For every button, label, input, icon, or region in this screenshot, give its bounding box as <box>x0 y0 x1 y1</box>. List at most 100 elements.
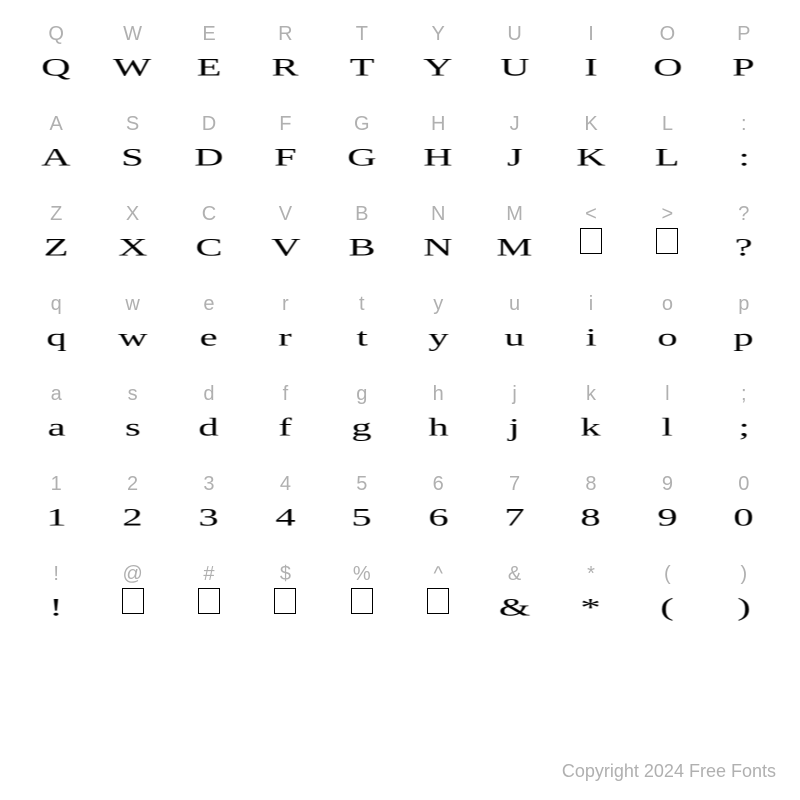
char-label: # <box>203 560 214 588</box>
char-glyph: T <box>349 51 374 85</box>
char-glyph: D <box>194 141 223 175</box>
char-glyph: L <box>655 141 680 175</box>
char-glyph: F <box>274 141 297 175</box>
specimen-cell: GG <box>324 110 400 200</box>
char-label: T <box>356 20 368 48</box>
char-glyph: W <box>113 51 151 85</box>
char-glyph: P <box>733 51 756 85</box>
char-glyph: : <box>738 141 749 175</box>
specimen-cell: 22 <box>94 470 170 560</box>
char-glyph: ( <box>661 591 675 625</box>
char-label: U <box>507 20 521 48</box>
char-label: 7 <box>509 470 520 498</box>
specimen-cell: $ <box>247 560 323 650</box>
specimen-cell: rr <box>247 290 323 380</box>
char-label: Z <box>50 200 62 228</box>
char-glyph: H <box>424 141 453 175</box>
specimen-cell: QQ <box>18 20 94 110</box>
char-glyph: E <box>197 51 222 85</box>
char-label: ? <box>738 200 749 228</box>
char-label: 8 <box>585 470 596 498</box>
specimen-cell: XX <box>94 200 170 290</box>
char-label: 1 <box>51 470 62 498</box>
specimen-cell: )) <box>706 560 782 650</box>
specimen-cell: ?? <box>706 200 782 290</box>
specimen-cell: ff <box>247 380 323 470</box>
char-glyph: o <box>657 321 677 355</box>
char-glyph: K <box>576 141 605 175</box>
specimen-cell: EE <box>171 20 247 110</box>
char-label: A <box>50 110 63 138</box>
specimen-cell: 33 <box>171 470 247 560</box>
char-label: F <box>279 110 291 138</box>
char-label: > <box>662 200 674 228</box>
char-label: Y <box>432 20 445 48</box>
char-label: G <box>354 110 370 138</box>
specimen-cell: TT <box>324 20 400 110</box>
specimen-cell: hh <box>400 380 476 470</box>
char-glyph: ; <box>738 411 749 445</box>
char-label: D <box>202 110 216 138</box>
char-glyph: 2 <box>122 501 142 535</box>
char-label: e <box>203 290 214 318</box>
char-label: S <box>126 110 139 138</box>
char-glyph: h <box>428 411 448 445</box>
char-glyph: i <box>585 321 596 355</box>
char-label: 9 <box>662 470 673 498</box>
char-label: R <box>278 20 292 48</box>
char-label: M <box>506 200 523 228</box>
char-label: % <box>353 560 371 588</box>
char-glyph: e <box>200 321 218 355</box>
char-glyph: j <box>509 411 520 445</box>
specimen-cell: gg <box>324 380 400 470</box>
missing-glyph-box <box>198 588 220 614</box>
char-label: : <box>741 110 747 138</box>
char-glyph: M <box>497 231 533 265</box>
specimen-cell: CC <box>171 200 247 290</box>
char-glyph: J <box>507 141 523 175</box>
char-glyph: B <box>348 231 375 265</box>
char-glyph: ! <box>49 591 63 625</box>
char-label: J <box>510 110 520 138</box>
specimen-cell: yy <box>400 290 476 380</box>
char-glyph: Y <box>424 51 453 85</box>
char-label: q <box>51 290 62 318</box>
char-glyph: 8 <box>581 501 601 535</box>
specimen-cell: ll <box>629 380 705 470</box>
char-label: 0 <box>738 470 749 498</box>
char-glyph: Q <box>42 51 71 85</box>
specimen-cell: kk <box>553 380 629 470</box>
char-label: i <box>589 290 593 318</box>
char-label: j <box>512 380 516 408</box>
specimen-cell: ii <box>553 290 629 380</box>
specimen-cell: LL <box>629 110 705 200</box>
char-glyph: 7 <box>504 501 524 535</box>
char-label: 4 <box>280 470 291 498</box>
char-glyph: X <box>118 231 147 265</box>
char-glyph: s <box>125 411 141 445</box>
specimen-cell: !! <box>18 560 94 650</box>
char-label: 3 <box>203 470 214 498</box>
char-glyph: k <box>581 411 601 445</box>
specimen-cell: II <box>553 20 629 110</box>
specimen-cell: (( <box>629 560 705 650</box>
char-label: 6 <box>433 470 444 498</box>
char-label: & <box>508 560 521 588</box>
char-label: l <box>665 380 669 408</box>
char-label: @ <box>122 560 142 588</box>
char-glyph: 4 <box>275 501 295 535</box>
specimen-cell: WW <box>94 20 170 110</box>
char-label: f <box>283 380 289 408</box>
char-label: E <box>202 20 215 48</box>
specimen-cell: FF <box>247 110 323 200</box>
specimen-cell: :: <box>706 110 782 200</box>
char-label: g <box>356 380 367 408</box>
specimen-cell: @ <box>94 560 170 650</box>
char-label: L <box>662 110 673 138</box>
char-label: ! <box>53 560 59 588</box>
specimen-cell: SS <box>94 110 170 200</box>
char-glyph: U <box>500 51 529 85</box>
specimen-cell: UU <box>476 20 552 110</box>
char-glyph: 3 <box>199 501 219 535</box>
char-label: a <box>51 380 62 408</box>
